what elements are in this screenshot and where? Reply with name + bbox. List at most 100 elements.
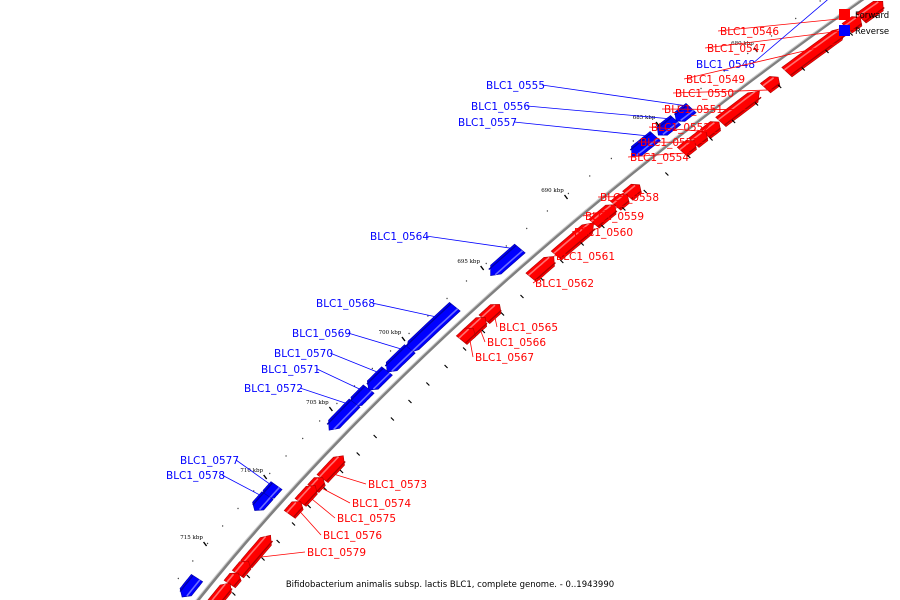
gene-BLC1_0567[interactable] (455, 327, 476, 345)
gene-label-BLC1_0570[interactable]: BLC1_0570 (274, 348, 333, 360)
gene-label-BLC1_0552[interactable]: BLC1_0552 (651, 122, 710, 134)
gene-label-BLC1_0575[interactable]: BLC1_0575 (337, 513, 396, 525)
gene-highlight (409, 308, 459, 354)
gene-label-BLC1_0578[interactable]: BLC1_0578 (166, 470, 225, 482)
gene-leader-line (235, 459, 270, 484)
gene-body[interactable] (656, 115, 682, 136)
scale-tick-minor (526, 227, 528, 230)
gene-highlight (635, 137, 659, 157)
gene-label-BLC1_0547[interactable]: BLC1_0547 (707, 43, 766, 55)
gene-label-BLC1_0564[interactable]: BLC1_0564 (370, 231, 429, 243)
gene-body[interactable] (588, 204, 617, 229)
gene-shadow (464, 333, 476, 344)
gene-leader-line (717, 14, 878, 32)
gene-label-BLC1_0562[interactable]: BLC1_0562 (535, 278, 594, 290)
gene-BLC1_0546[interactable] (855, 0, 885, 24)
gene-highlight (858, 1, 879, 17)
gene-label-BLC1_0549[interactable]: BLC1_0549 (686, 74, 745, 86)
scale-tick-major (373, 434, 378, 439)
gene-unlabeled-reverse-0[interactable] (179, 574, 204, 598)
gene-BLC1_0555[interactable] (674, 103, 697, 122)
gene-BLC1_0557[interactable] (629, 131, 661, 157)
scale-tick-minor (677, 105, 679, 107)
gene-label-BLC1_0573[interactable]: BLC1_0573 (368, 479, 427, 491)
gene-shadow (630, 190, 642, 200)
gene-label-BLC1_0567[interactable]: BLC1_0567 (475, 352, 534, 364)
scale-tick-minor (237, 507, 239, 510)
scale-tick-minor (192, 560, 194, 562)
gene-label-BLC1_0566[interactable]: BLC1_0566 (487, 337, 546, 349)
gene-highlight (528, 256, 550, 276)
gene-label-BLC1_0571[interactable]: BLC1_0571 (261, 364, 320, 376)
gene-label-BLC1_0559[interactable]: BLC1_0559 (585, 211, 644, 223)
gene-label-BLC1_0569[interactable]: BLC1_0569 (292, 328, 351, 340)
gene-label-BLC1_0572[interactable]: BLC1_0572 (244, 383, 303, 395)
gene-body[interactable] (328, 398, 361, 431)
gene-shadow (316, 482, 326, 492)
gene-body[interactable] (179, 574, 204, 598)
gene-shadow (293, 506, 304, 518)
gene-label-BLC1_0576[interactable]: BLC1_0576 (323, 530, 382, 542)
gene-label-BLC1_0550[interactable]: BLC1_0550 (675, 88, 734, 100)
gene-BLC1_0551[interactable] (715, 90, 762, 127)
gene-label-BLC1_0574[interactable]: BLC1_0574 (352, 498, 411, 510)
gene-BLC1_0570[interactable] (366, 366, 393, 391)
gene-body[interactable] (490, 243, 526, 276)
gene-BLC1_0564[interactable] (488, 243, 526, 276)
scale-tick-kbp (655, 121, 660, 127)
gene-label-BLC1_0554[interactable]: BLC1_0554 (630, 152, 689, 164)
gene-body[interactable] (855, 0, 884, 24)
gene-body[interactable] (252, 491, 274, 511)
gene-BLC1_0569[interactable] (384, 344, 416, 373)
scale-tick-major (291, 522, 296, 526)
gene-body[interactable] (366, 366, 393, 391)
legend: Forward Reverse (839, 9, 889, 37)
gene-BLC1_0560[interactable] (588, 204, 618, 229)
gene-highlight (234, 561, 245, 573)
gene-leader-line (480, 331, 486, 343)
gene-label-BLC1_0560[interactable]: BLC1_0560 (574, 227, 633, 239)
gene-leader-line (672, 89, 775, 94)
gene-label-BLC1_0565[interactable]: BLC1_0565 (499, 322, 558, 334)
gene-label-BLC1_0555[interactable]: BLC1_0555 (486, 80, 545, 92)
gene-label-BLC1_0561[interactable]: BLC1_0561 (556, 251, 615, 263)
scale-tick-minor (389, 350, 392, 352)
gene-label-BLC1_0546[interactable]: BLC1_0546 (720, 26, 779, 38)
gene-unlabeled-forward-1[interactable] (223, 572, 242, 589)
gene-BLC1_0578[interactable] (252, 491, 274, 511)
gene-BLC1_0562[interactable] (525, 256, 556, 283)
gene-shadow (249, 540, 274, 568)
gene-BLC1_0572[interactable] (326, 398, 361, 431)
gene-label-BLC1_0548[interactable]: BLC1_0548 (696, 59, 755, 71)
gene-label-BLC1_0556[interactable]: BLC1_0556 (471, 101, 530, 113)
gene-label-BLC1_0568[interactable]: BLC1_0568 (316, 298, 375, 310)
gene-BLC1_0576[interactable] (283, 501, 304, 519)
gene-shadow (559, 228, 596, 260)
scale-tick-kbp (203, 541, 208, 547)
gene-label-BLC1_0579[interactable]: BLC1_0579 (307, 547, 366, 559)
gene-label-BLC1_0577[interactable]: BLC1_0577 (180, 455, 239, 467)
gene-leader-line (347, 332, 401, 350)
gene-body[interactable] (759, 76, 781, 94)
gene-label-BLC1_0551[interactable]: BLC1_0551 (664, 104, 723, 116)
gene-label-BLC1_0557[interactable]: BLC1_0557 (458, 117, 517, 129)
gene-leader-line (513, 121, 646, 136)
gene-BLC1_0549[interactable] (781, 26, 849, 78)
scale-tick-label: 695 kbp (457, 259, 480, 265)
gene-body[interactable] (631, 131, 661, 157)
gene-body[interactable] (525, 256, 555, 283)
gene-label-BLC1_0553[interactable]: BLC1_0553 (640, 137, 699, 149)
gene-shadow (325, 461, 346, 482)
gene-highlight (242, 535, 267, 563)
scale-tick-label: 715 kbp (180, 535, 203, 541)
gene-body[interactable] (455, 327, 476, 345)
scale-tick-label: 690 kbp (541, 188, 564, 194)
gene-body[interactable] (283, 501, 304, 519)
scale-tick-major (600, 224, 605, 229)
gene-body[interactable] (715, 90, 760, 127)
gene-body[interactable] (781, 26, 847, 78)
gene-label-BLC1_0558[interactable]: BLC1_0558 (600, 192, 659, 204)
gene-body[interactable] (674, 103, 697, 122)
scale-tick-minor (589, 175, 591, 177)
gene-leader-line (299, 387, 346, 404)
